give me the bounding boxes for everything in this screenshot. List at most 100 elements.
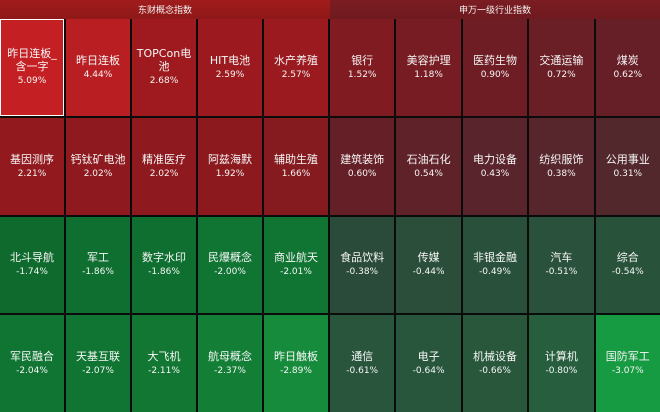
industry-tile-change: -3.07%	[611, 366, 644, 377]
industry-tile[interactable]: 食品饮料 -0.38%	[330, 216, 395, 314]
concept-tile[interactable]: 昨日触板 -2.89%	[264, 315, 328, 412]
concept-tile[interactable]: 阿兹海默 1.92%	[198, 117, 262, 215]
concept-tile-change: -2.01%	[280, 267, 312, 278]
industry-tile-change: -0.49%	[479, 267, 511, 278]
concept-tile-name: TOPCon电池	[136, 47, 192, 74]
concept-tile[interactable]: 数字水印 -1.86%	[132, 216, 196, 314]
concept-tile-change: -2.89%	[280, 366, 312, 377]
industry-tile[interactable]: 石油石化 0.54%	[396, 117, 461, 215]
concept-heatmap-grid: 昨日连板_含一字 5.09% 昨日连板 4.44% TOPCon电池 2.68% HIT电池…	[0, 19, 328, 412]
industry-tile[interactable]: 传媒 -0.44%	[396, 216, 461, 314]
concept-tile-name: 精准医疗	[142, 152, 186, 166]
concept-tile-change: 2.57%	[281, 69, 311, 80]
industry-tile-change: -0.54%	[611, 267, 644, 278]
concept-tile[interactable]: 航母概念 -2.37%	[198, 315, 262, 412]
concept-tile[interactable]: 军民融合 -2.04%	[0, 315, 64, 412]
industry-tile[interactable]: 银行 1.52%	[330, 19, 395, 116]
industry-tile-name: 电力设备	[472, 152, 517, 166]
concept-tile-change: 2.21%	[17, 168, 47, 179]
concept-tile[interactable]: HIT电池 2.59%	[198, 19, 262, 116]
industry-tile[interactable]: 公用事业 0.31%	[595, 117, 660, 215]
concept-tile-name: 基因测序	[10, 152, 54, 166]
concept-tile-name: HIT电池	[209, 53, 251, 67]
industry-tile[interactable]: 建筑装饰 0.60%	[330, 117, 395, 215]
industry-tile[interactable]: 电子 -0.64%	[396, 315, 461, 412]
industry-tile-name: 公用事业	[605, 152, 650, 166]
concept-tile-change: 5.09%	[17, 76, 47, 87]
industry-tile-name: 石油石化	[406, 152, 451, 166]
industry-tile[interactable]: 交通运输 0.72%	[529, 19, 594, 116]
industry-tile-name: 机械设备	[472, 350, 517, 364]
concept-tile[interactable]: 昨日连板 4.44%	[66, 19, 130, 116]
concept-tile-change: -1.86%	[148, 267, 180, 278]
industry-tile-name: 汽车	[550, 251, 573, 265]
industry-tile-change: -0.44%	[412, 267, 445, 278]
concept-tile-name: 昨日连板_含一字	[7, 47, 57, 74]
concept-tile-name: 天基互联	[76, 350, 120, 364]
concept-tile[interactable]: TOPCon电池 2.68%	[132, 19, 196, 116]
concept-tile-change: 2.59%	[215, 69, 245, 80]
concept-index-title: 东财概念指数	[137, 6, 192, 16]
industry-tile-change: -0.38%	[346, 267, 379, 278]
concept-tile-change: -2.11%	[148, 366, 180, 377]
concept-tile-change: 2.68%	[149, 76, 179, 87]
industry-tile[interactable]: 机械设备 -0.66%	[462, 315, 528, 412]
industry-tile-change: 0.62%	[613, 69, 643, 80]
concept-tile[interactable]: 水产养殖 2.57%	[264, 19, 328, 116]
industry-tile-name: 美容护理	[406, 53, 451, 67]
concept-tile[interactable]: 基因测序 2.21%	[0, 117, 64, 215]
industry-index-header: 申万一级行业指数	[330, 0, 660, 19]
industry-tile-name: 综合	[616, 251, 639, 265]
concept-tile-change: -2.07%	[82, 366, 114, 377]
industry-tile-change: 0.38%	[547, 168, 576, 179]
concept-tile[interactable]: 辅助生殖 1.66%	[264, 117, 328, 215]
concept-tile-name: 航母概念	[208, 350, 252, 364]
concept-tile[interactable]: 大飞机 -2.11%	[132, 315, 196, 412]
industry-tile-change: -0.61%	[346, 366, 379, 377]
industry-tile-name: 纺织服饰	[539, 152, 584, 166]
concept-tile-name: 阿兹海默	[208, 152, 252, 166]
industry-tile[interactable]: 电力设备 0.43%	[462, 117, 528, 215]
industry-heatmap-grid: 银行 1.52% 美容护理 1.18% 医药生物 0.90% 交通运输 0.72% 煤炭 0.62…	[330, 19, 660, 412]
industry-tile[interactable]: 通信 -0.61%	[330, 315, 395, 412]
concept-tile[interactable]: 民爆概念 -2.00%	[198, 216, 262, 314]
industry-tile-change: 1.52%	[347, 69, 377, 80]
industry-tile[interactable]: 煤炭 0.62%	[595, 19, 660, 116]
concept-tile[interactable]: 精准医疗 2.02%	[132, 117, 196, 215]
industry-tile-name: 交通运输	[539, 53, 584, 67]
industry-tile-name: 国防军工	[605, 350, 650, 364]
industry-tile-change: 0.54%	[414, 168, 443, 179]
industry-tile-name: 电子	[417, 350, 440, 364]
concept-tile[interactable]: 昨日连板_含一字 5.09%	[0, 19, 64, 116]
industry-tile[interactable]: 计算机 -0.80%	[529, 315, 594, 412]
industry-tile-change: 0.72%	[547, 69, 576, 80]
industry-tile[interactable]: 医药生物 0.90%	[462, 19, 528, 116]
industry-tile-change: -0.66%	[479, 366, 511, 377]
concept-tile-name: 数字水印	[142, 251, 186, 265]
concept-tile[interactable]: 军工 -1.86%	[66, 216, 130, 314]
concept-tile-name: 水产养殖	[274, 53, 318, 67]
concept-tile-name: 北斗导航	[10, 251, 54, 265]
industry-tile[interactable]: 国防军工 -3.07%	[595, 315, 660, 412]
industry-tile[interactable]: 非银金融 -0.49%	[462, 216, 528, 314]
concept-tile[interactable]: 商业航天 -2.01%	[264, 216, 328, 314]
industry-tile-name: 食品饮料	[340, 251, 385, 265]
industry-tile[interactable]: 美容护理 1.18%	[396, 19, 461, 116]
industry-tile[interactable]: 综合 -0.54%	[595, 216, 660, 314]
industry-tile-name: 非银金融	[472, 251, 517, 265]
industry-tile[interactable]: 纺织服饰 0.38%	[529, 117, 594, 215]
industry-tile-name: 医药生物	[472, 53, 517, 67]
concept-tile[interactable]: 钙钛矿电池 2.02%	[66, 117, 130, 215]
industry-tile-name: 建筑装饰	[340, 152, 385, 166]
concept-tile-change: 4.44%	[83, 69, 113, 80]
industry-tile-change: -0.80%	[545, 366, 578, 377]
concept-tile-change: -2.37%	[214, 366, 246, 377]
concept-tile[interactable]: 北斗导航 -1.74%	[0, 216, 64, 314]
industry-tile[interactable]: 汽车 -0.51%	[529, 216, 594, 314]
concept-tile-name: 军民融合	[10, 350, 54, 364]
concept-tile-change: -1.86%	[82, 267, 114, 278]
concept-tile[interactable]: 天基互联 -2.07%	[66, 315, 130, 412]
industry-tile-change: 0.43%	[480, 168, 510, 179]
industry-tile-name: 通信	[351, 350, 374, 364]
